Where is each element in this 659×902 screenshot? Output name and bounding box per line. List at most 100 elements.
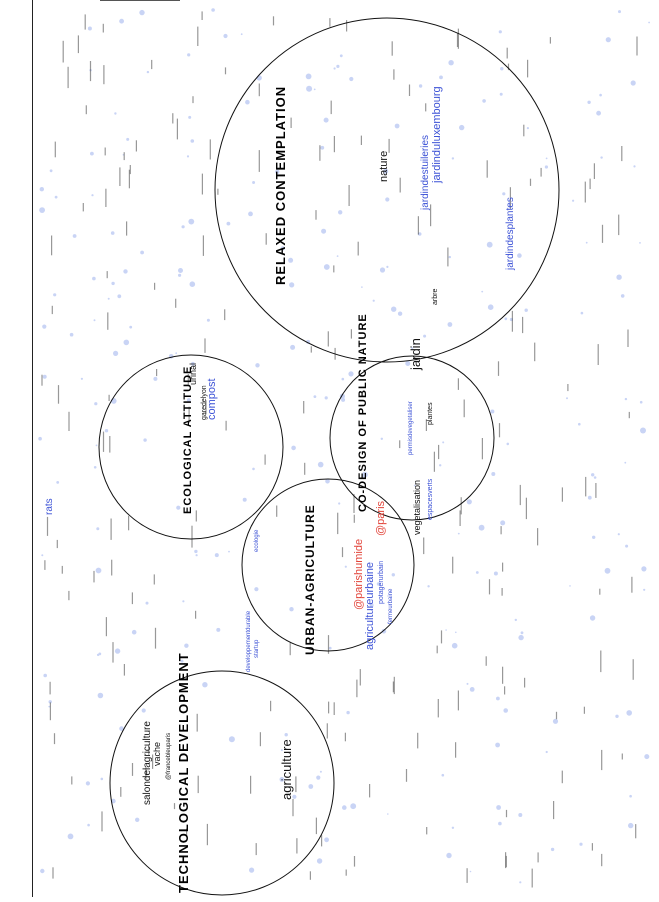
network-node-dot xyxy=(341,397,346,402)
network-node-dot xyxy=(569,585,571,587)
network-node-dot xyxy=(336,255,339,257)
tiny-label-mark xyxy=(440,630,443,644)
tiny-label-mark xyxy=(497,361,500,376)
network-node-dot xyxy=(316,775,321,780)
network-node-dot xyxy=(579,842,583,846)
network-node-dot xyxy=(190,139,195,143)
network-node-dot xyxy=(54,195,58,199)
network-node-dot xyxy=(245,99,250,105)
network-node-dot xyxy=(96,527,100,531)
network-node-dot xyxy=(87,823,90,827)
network-node-dot xyxy=(491,472,496,476)
network-node-dot xyxy=(187,53,191,57)
tiny-label-mark xyxy=(129,165,131,175)
network-node-dot xyxy=(545,157,548,160)
tiny-label-mark xyxy=(393,676,395,695)
tiny-label-mark xyxy=(447,247,449,267)
network-node-dot xyxy=(129,325,133,329)
tiny-label-mark xyxy=(485,656,487,666)
network-node-dot xyxy=(439,75,443,80)
network-node-dot xyxy=(325,479,330,484)
network-node-dot xyxy=(639,242,641,244)
network-node-dot xyxy=(323,117,329,123)
network-node-dot xyxy=(520,631,524,635)
tiny-label-mark xyxy=(57,385,60,404)
tiny-label-mark xyxy=(529,178,532,186)
tiny-label-mark xyxy=(106,271,108,279)
network-node-dot xyxy=(240,33,243,36)
tiny-label-mark xyxy=(272,16,275,26)
network-node-dot xyxy=(228,550,230,553)
tiny-label-mark xyxy=(110,518,112,540)
tiny-label-mark xyxy=(585,476,587,497)
tiny-label-mark xyxy=(506,47,508,59)
tiny-label-mark xyxy=(537,852,539,863)
network-node-dot xyxy=(80,377,83,380)
network-node-dot xyxy=(338,210,343,215)
network-node-dot xyxy=(503,708,509,713)
network-node-dot xyxy=(126,137,130,141)
network-node-dot xyxy=(182,600,185,603)
network-node-dot xyxy=(469,687,475,692)
tiny-label-mark xyxy=(328,701,330,714)
network-node-dot xyxy=(441,773,445,777)
network-node-dot xyxy=(323,264,330,270)
tiny-label-mark xyxy=(359,669,361,686)
tiny-label-mark xyxy=(346,20,348,32)
network-node-dot xyxy=(94,402,98,406)
network-node-dot xyxy=(545,750,548,754)
tiny-label-mark xyxy=(567,384,569,392)
keyword-potagerurbain: potagerurbain xyxy=(378,561,385,604)
network-node-dot xyxy=(98,652,102,656)
network-node-dot xyxy=(288,257,294,263)
network-node-dot xyxy=(469,870,472,873)
network-node-dot xyxy=(448,60,454,66)
network-node-dot xyxy=(455,631,457,634)
network-node-dot xyxy=(42,374,47,379)
tiny-label-mark xyxy=(145,767,147,779)
network-node-dot xyxy=(592,535,596,539)
tiny-label-mark xyxy=(636,36,638,56)
network-node-dot xyxy=(202,682,208,688)
tiny-label-mark xyxy=(85,105,87,115)
keyword-jardinduluxembourg: jardinduluxembourg xyxy=(431,86,443,184)
network-node-dot xyxy=(140,250,145,255)
network-node-dot xyxy=(41,554,44,557)
tiny-label-mark xyxy=(507,63,510,71)
network-node-dot xyxy=(349,76,354,82)
keyword-vache: vache xyxy=(152,742,162,766)
network-node-dot xyxy=(119,726,124,731)
tiny-label-mark xyxy=(353,514,355,523)
tiny-label-mark xyxy=(154,282,156,290)
network-node-dot xyxy=(317,461,324,468)
network-node-dot xyxy=(145,601,149,605)
network-node-dot xyxy=(49,169,53,173)
network-node-dot xyxy=(324,396,328,400)
tiny-label-mark xyxy=(540,167,542,177)
network-node-dot xyxy=(624,461,627,464)
network-node-dot xyxy=(290,344,296,350)
tiny-label-mark xyxy=(597,344,599,365)
tiny-label-mark xyxy=(327,331,329,347)
network-node-dot xyxy=(346,710,350,715)
tiny-label-mark xyxy=(152,754,154,769)
tiny-label-mark xyxy=(531,868,533,888)
network-node-dot xyxy=(604,567,611,574)
tiny-label-mark xyxy=(601,749,603,771)
network-node-dot xyxy=(38,436,42,441)
tiny-label-mark xyxy=(524,677,526,688)
network-node-dot xyxy=(411,347,414,350)
network-node-dot xyxy=(587,100,591,105)
network-node-dot xyxy=(496,696,500,701)
network-node-dot xyxy=(451,826,455,829)
tiny-label-mark xyxy=(425,419,427,431)
tiny-label-mark xyxy=(61,565,63,574)
tiny-label-mark xyxy=(341,547,344,558)
tiny-label-mark xyxy=(460,497,462,515)
tiny-label-mark xyxy=(68,590,70,601)
network-node-dot xyxy=(600,156,603,159)
network-node-dot xyxy=(48,700,52,704)
tiny-label-mark xyxy=(105,617,107,637)
tiny-label-mark xyxy=(217,188,219,195)
